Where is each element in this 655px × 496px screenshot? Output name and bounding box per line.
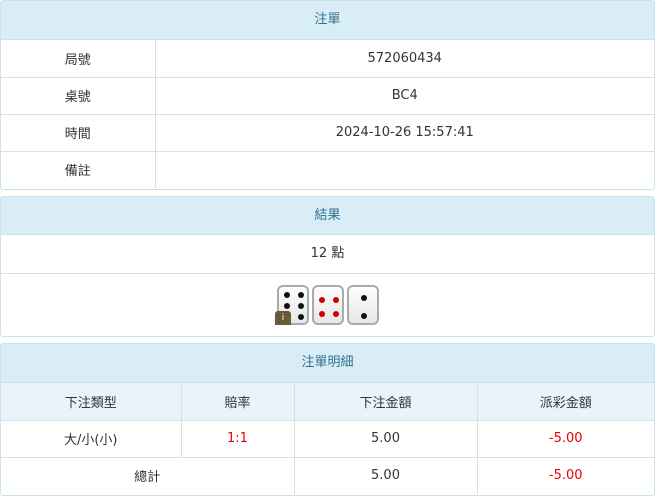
pip xyxy=(360,295,367,301)
pip xyxy=(283,303,290,309)
pip xyxy=(318,297,325,303)
time-label: 時間 xyxy=(1,113,156,151)
pip xyxy=(297,292,304,298)
die-4-icon xyxy=(311,285,344,325)
total-bet: 5.00 xyxy=(294,456,478,494)
pip xyxy=(283,292,290,298)
order-title: 注單 xyxy=(1,1,654,40)
dice-row xyxy=(1,274,654,336)
pip xyxy=(318,311,325,317)
result-points: 12 點 xyxy=(1,235,654,274)
table-label: 桌號 xyxy=(1,76,156,114)
total-payout: -5.00 xyxy=(477,456,654,494)
header-type: 下注類型 xyxy=(1,383,182,420)
die-2-icon xyxy=(346,285,379,325)
result-title: 結果 xyxy=(1,197,654,235)
result-panel: 結果 12 點 i xyxy=(0,196,655,337)
table-value: BC4 xyxy=(155,76,654,114)
pip xyxy=(360,313,367,319)
bet-type: 大/小(小) xyxy=(1,419,182,457)
table-row: 大/小(小) 1:1 5.00 -5.00 xyxy=(1,419,654,457)
pip xyxy=(332,297,339,303)
order-panel: 注單 局號 572060434 桌號 BC4 時間 2024-10-26 15:57:… xyxy=(0,0,655,190)
detail-panel: 注單明細 下注類型 賠率 下注金額 派彩金額 大/小(小) 1:1 5.00 -5.00 總… xyxy=(0,343,655,496)
pip xyxy=(332,311,339,317)
pip xyxy=(297,303,304,309)
detail-title: 注單明細 xyxy=(1,344,654,383)
odds: 1:1 xyxy=(181,419,295,457)
time-value: 2024-10-26 15:57:41 xyxy=(155,113,654,151)
bet-amount: 5.00 xyxy=(294,419,478,457)
pip xyxy=(297,314,304,320)
note-label: 備註 xyxy=(1,150,156,188)
header-bet: 下注金額 xyxy=(294,383,478,420)
total-row: 總計 5.00 -5.00 xyxy=(1,456,654,494)
header-payout: 派彩金額 xyxy=(477,383,654,420)
total-label: 總計 xyxy=(1,456,295,494)
info-badge-icon[interactable]: i xyxy=(275,311,291,325)
payout-amount: -5.00 xyxy=(477,419,654,457)
header-odds: 賠率 xyxy=(181,383,295,420)
round-value: 572060434 xyxy=(367,50,442,66)
round-label: 局號 xyxy=(1,40,156,77)
note-value xyxy=(155,150,654,188)
